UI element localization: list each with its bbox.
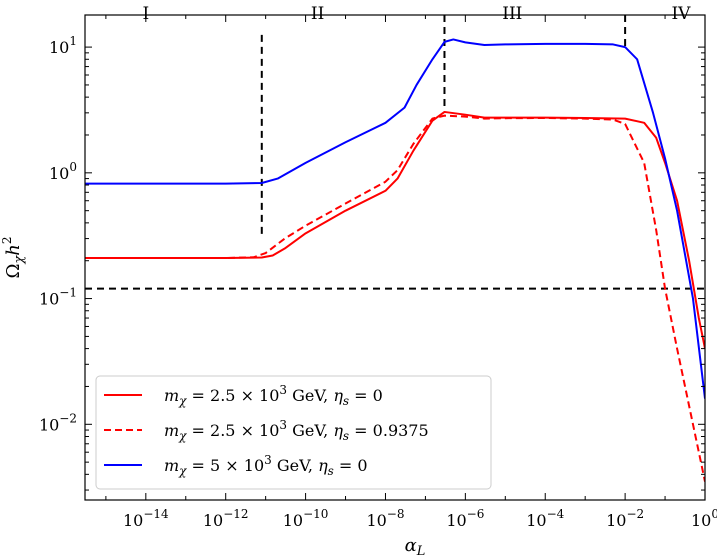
plot-frame: [84, 14, 706, 501]
legend-label-1: mχ = 2.5 × 103 GeV, ηs = 0: [164, 383, 383, 408]
x-axis-label: αL: [405, 535, 426, 556]
region-label-4: IV: [671, 4, 691, 24]
y-tick-label-2: 10−1: [39, 286, 77, 309]
y-tick-label-3: 100: [49, 160, 77, 183]
x-tick-label-5: 10−6: [446, 507, 484, 530]
legend-label-2: mχ = 2.5 × 103 GeV, ηs = 0.9375: [164, 418, 429, 443]
series-line-1: [85, 110, 705, 349]
legend-label-3: mχ = 5 × 103 GeV, ηs = 0: [164, 453, 368, 478]
region-label-3: III: [502, 4, 522, 24]
x-tick-label-8: 100: [691, 507, 717, 530]
y-axis-label: Ωχh2: [0, 236, 27, 278]
y-tick-label-1: 10−2: [39, 411, 77, 434]
region-label-2: II: [311, 4, 324, 24]
series-line-2: [85, 114, 705, 482]
x-tick-label-3: 10−10: [283, 507, 329, 530]
x-tick-label-6: 10−4: [526, 507, 564, 530]
legend-layer: mχ = 2.5 × 103 GeV, ηs = 0 mχ = 2.5 × 103…: [95, 375, 492, 490]
x-tick-label-2: 10−12: [203, 507, 249, 530]
plot-area: [85, 15, 705, 482]
legend-box: [95, 375, 492, 490]
axes-layer: [84, 14, 706, 501]
x-tick-label-7: 10−2: [606, 507, 644, 530]
region-label-1: I: [142, 4, 149, 24]
x-tick-label-1: 10−14: [123, 507, 169, 530]
series-line-3: [85, 38, 705, 399]
label-layer: 10−14 10−12 10−10 10−8 10−6 10−4 10−2 100 10−2 10…: [0, 4, 717, 556]
plot-layer: [85, 15, 705, 482]
y-tick-label-4: 101: [49, 34, 77, 57]
x-tick-label-4: 10−8: [366, 507, 404, 530]
